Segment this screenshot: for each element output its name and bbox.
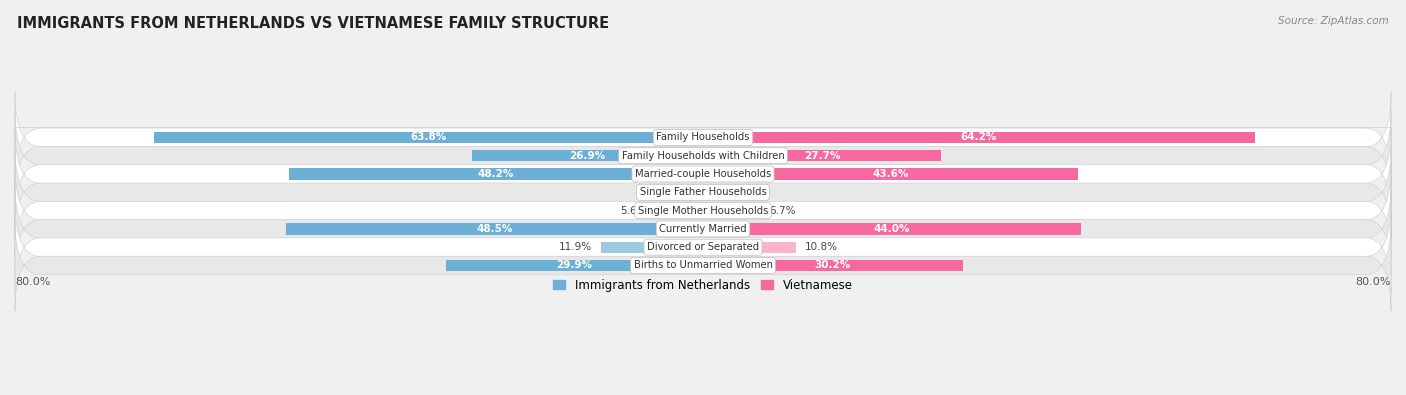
Text: 6.7%: 6.7% [769,206,796,216]
FancyBboxPatch shape [15,201,1391,293]
Text: Single Mother Households: Single Mother Households [638,206,768,216]
Bar [471,150,703,162]
Text: 29.9%: 29.9% [557,260,592,271]
FancyBboxPatch shape [15,110,1391,201]
Bar [600,241,703,253]
Text: 63.8%: 63.8% [411,132,447,143]
FancyBboxPatch shape [15,128,1391,220]
Text: 80.0%: 80.0% [15,277,51,287]
Text: Births to Unmarried Women: Births to Unmarried Women [634,260,772,271]
Text: Currently Married: Currently Married [659,224,747,234]
Text: 11.9%: 11.9% [560,242,592,252]
Text: 48.2%: 48.2% [478,169,515,179]
Bar [155,132,703,143]
FancyBboxPatch shape [15,183,1391,275]
Bar [703,241,796,253]
Text: 5.6%: 5.6% [620,206,647,216]
Text: 2.0%: 2.0% [728,187,755,197]
Text: 80.0%: 80.0% [1355,277,1391,287]
Bar [703,186,720,198]
Text: Divorced or Separated: Divorced or Separated [647,242,759,252]
FancyBboxPatch shape [15,220,1391,311]
Text: 48.5%: 48.5% [477,224,513,234]
Text: Married-couple Households: Married-couple Households [636,169,770,179]
Bar [685,186,703,198]
Bar [288,168,703,180]
Text: 30.2%: 30.2% [814,260,851,271]
Bar [703,223,1081,235]
Text: Single Father Households: Single Father Households [640,187,766,197]
FancyBboxPatch shape [15,92,1391,183]
Bar [703,132,1256,143]
Text: 44.0%: 44.0% [875,224,911,234]
Text: 27.7%: 27.7% [804,151,841,161]
Legend: Immigrants from Netherlands, Vietnamese: Immigrants from Netherlands, Vietnamese [548,274,858,296]
FancyBboxPatch shape [15,147,1391,238]
FancyBboxPatch shape [15,165,1391,256]
Text: Family Households with Children: Family Households with Children [621,151,785,161]
Text: 43.6%: 43.6% [872,169,908,179]
Text: IMMIGRANTS FROM NETHERLANDS VS VIETNAMESE FAMILY STRUCTURE: IMMIGRANTS FROM NETHERLANDS VS VIETNAMES… [17,16,609,31]
Text: Source: ZipAtlas.com: Source: ZipAtlas.com [1278,16,1389,26]
Bar [703,260,963,271]
Text: 64.2%: 64.2% [960,132,997,143]
Bar [655,205,703,216]
Bar [703,150,941,162]
Text: 26.9%: 26.9% [569,151,606,161]
Text: 2.2%: 2.2% [650,187,675,197]
Bar [703,168,1078,180]
Text: Family Households: Family Households [657,132,749,143]
Bar [446,260,703,271]
Text: 10.8%: 10.8% [804,242,838,252]
Bar [285,223,703,235]
Bar [703,205,761,216]
